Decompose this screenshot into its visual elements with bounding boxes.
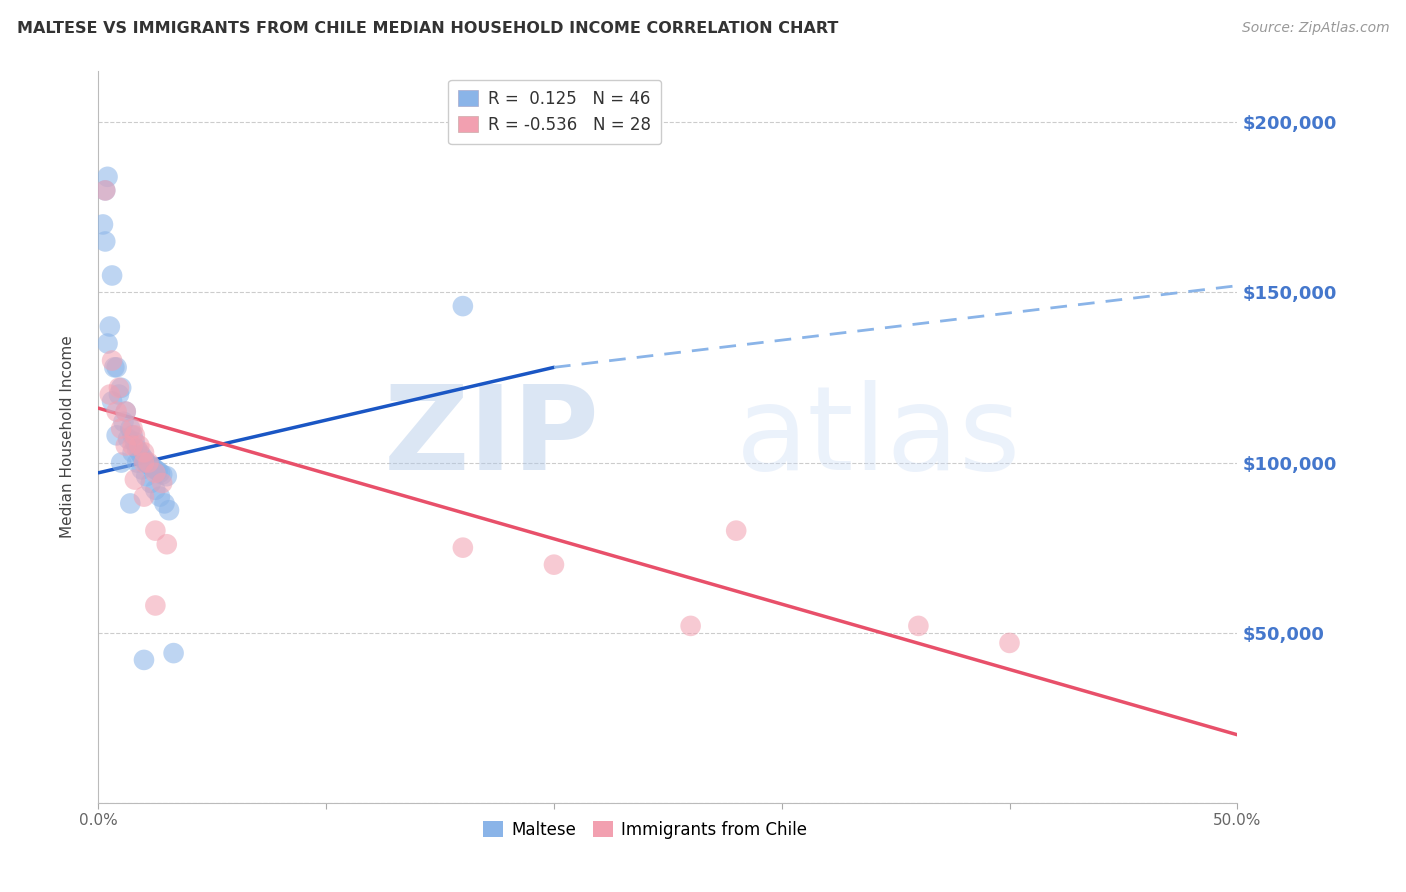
Point — [94, 183, 117, 197]
Point — [121, 445, 143, 459]
Point — [149, 490, 172, 504]
Point — [138, 456, 160, 470]
Point — [145, 524, 167, 538]
Point — [135, 456, 157, 470]
Point — [98, 387, 121, 401]
Point — [128, 439, 150, 453]
Point — [114, 404, 136, 418]
Point — [121, 428, 143, 442]
Point — [108, 381, 131, 395]
Point — [150, 467, 173, 482]
Point — [139, 475, 162, 490]
Point — [108, 387, 131, 401]
Point — [139, 458, 162, 473]
Point — [145, 483, 167, 497]
Point — [150, 475, 173, 490]
Point — [91, 218, 114, 232]
Point — [127, 442, 149, 456]
Legend: Maltese, Immigrants from Chile: Maltese, Immigrants from Chile — [477, 814, 814, 846]
Point — [124, 428, 146, 442]
Point — [105, 360, 128, 375]
Point — [105, 428, 128, 442]
Point — [120, 421, 142, 435]
Point — [96, 336, 118, 351]
Point — [156, 537, 179, 551]
Text: atlas: atlas — [737, 380, 1022, 494]
Point — [132, 452, 155, 467]
Point — [451, 299, 474, 313]
Point — [146, 464, 169, 478]
Point — [451, 541, 474, 555]
Point — [132, 490, 155, 504]
Point — [132, 456, 155, 470]
Point — [114, 404, 136, 418]
Point — [94, 183, 117, 197]
Point — [907, 619, 929, 633]
Point — [679, 619, 702, 633]
Point — [128, 445, 150, 459]
Point — [101, 394, 124, 409]
Text: Source: ZipAtlas.com: Source: ZipAtlas.com — [1241, 21, 1389, 35]
Point — [135, 469, 157, 483]
Point — [153, 496, 176, 510]
Y-axis label: Median Household Income: Median Household Income — [60, 335, 75, 539]
Point — [101, 268, 124, 283]
Point — [145, 466, 167, 480]
Point — [138, 458, 160, 472]
Point — [543, 558, 565, 572]
Point — [131, 449, 153, 463]
Point — [157, 503, 180, 517]
Point — [110, 421, 132, 435]
Point — [101, 353, 124, 368]
Point — [149, 466, 172, 480]
Point — [110, 456, 132, 470]
Point — [142, 460, 165, 475]
Point — [120, 496, 142, 510]
Text: ZIP: ZIP — [384, 380, 599, 494]
Point — [114, 439, 136, 453]
Point — [103, 360, 125, 375]
Point — [725, 524, 748, 538]
Point — [132, 653, 155, 667]
Point — [127, 456, 149, 470]
Text: MALTESE VS IMMIGRANTS FROM CHILE MEDIAN HOUSEHOLD INCOME CORRELATION CHART: MALTESE VS IMMIGRANTS FROM CHILE MEDIAN … — [17, 21, 838, 36]
Point — [121, 439, 143, 453]
Point — [98, 319, 121, 334]
Point — [110, 381, 132, 395]
Point — [131, 462, 153, 476]
Point — [162, 646, 184, 660]
Point — [145, 599, 167, 613]
Point — [145, 462, 167, 476]
Point — [96, 169, 118, 184]
Point — [94, 235, 117, 249]
Point — [105, 404, 128, 418]
Point — [124, 473, 146, 487]
Point — [132, 445, 155, 459]
Point — [112, 415, 135, 429]
Point — [121, 421, 143, 435]
Point — [156, 469, 179, 483]
Point — [124, 435, 146, 450]
Point — [117, 432, 139, 446]
Point — [998, 636, 1021, 650]
